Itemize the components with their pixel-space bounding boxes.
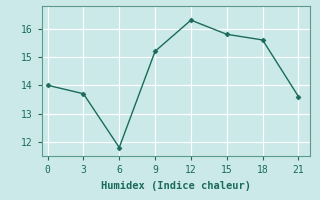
X-axis label: Humidex (Indice chaleur): Humidex (Indice chaleur) [101, 181, 251, 191]
